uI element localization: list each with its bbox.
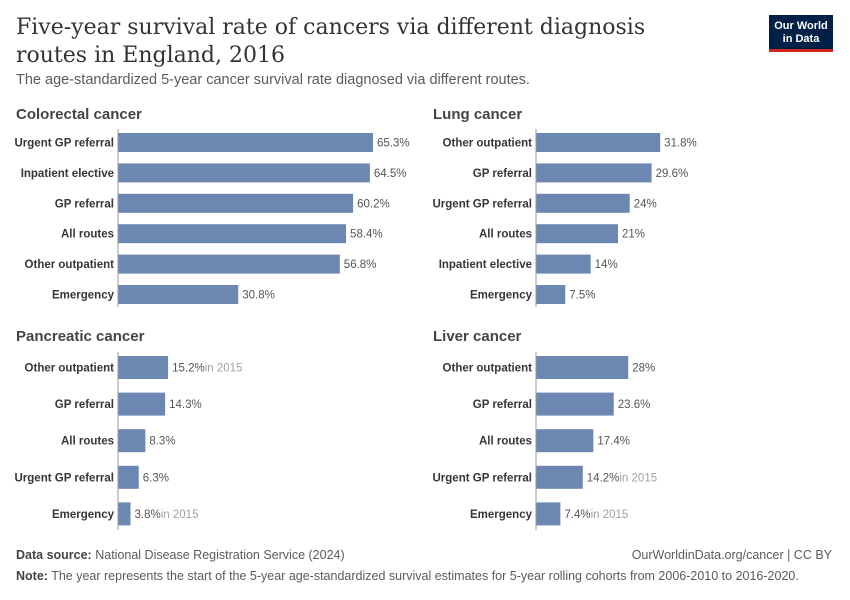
category-label: All routes <box>479 229 532 241</box>
panel-title: Liver cancer <box>433 328 522 345</box>
value-label: 14% <box>595 259 618 271</box>
category-label: Other outpatient <box>443 363 533 375</box>
category-label: Other outpatient <box>25 259 115 271</box>
source-url[interactable]: OurWorldinData.org/cancer | CC BY <box>631 548 832 562</box>
bar[interactable] <box>536 285 566 304</box>
category-label: Other outpatient <box>443 138 533 150</box>
category-label: All routes <box>61 436 114 448</box>
bar[interactable] <box>118 502 131 526</box>
value-label: 65.3% <box>377 138 410 150</box>
logo-line-1: Our World <box>774 20 828 32</box>
bar[interactable] <box>118 285 239 304</box>
note-text: The year represents the start of the 5-y… <box>51 569 799 583</box>
chart-panel-0: Colorectal cancer Urgent GP referral 65.3%… <box>15 106 410 307</box>
year-note: in 2015 <box>205 363 243 375</box>
chart-area: Colorectal cancer Urgent GP referral 65.3%… <box>15 106 697 530</box>
data-source-label: Data source: <box>16 548 92 562</box>
bar[interactable] <box>118 254 340 274</box>
bar[interactable] <box>118 392 166 416</box>
value-label: 21% <box>622 229 645 241</box>
panel-title: Colorectal cancer <box>16 106 142 123</box>
value-label: 24% <box>634 198 657 210</box>
category-label: All routes <box>479 436 532 448</box>
value-label: 56.8% <box>344 259 377 271</box>
value-label: 60.2% <box>357 198 390 210</box>
note-label: Note: <box>16 569 48 583</box>
data-source-text[interactable]: National Disease Registration Service (2… <box>95 548 345 562</box>
bar[interactable] <box>536 429 594 453</box>
value-label: 7.5% <box>569 290 595 302</box>
page-subtitle: The age-standardized 5-year cancer survi… <box>16 72 530 88</box>
category-label: GP referral <box>473 168 532 180</box>
panel-title: Pancreatic cancer <box>16 328 145 345</box>
bar[interactable] <box>118 465 139 489</box>
year-note: in 2015 <box>619 472 657 484</box>
value-label: 8.3% <box>149 436 175 448</box>
value-label: 31.8% <box>664 138 697 150</box>
category-label: GP referral <box>473 399 532 411</box>
category-label: GP referral <box>55 198 114 210</box>
value-label: 6.3% <box>143 472 169 484</box>
bar[interactable] <box>536 224 619 244</box>
value-label: 58.4% <box>350 229 383 241</box>
page-title: Five-year survival rate of cancers via d… <box>16 15 646 68</box>
bar[interactable] <box>536 502 561 526</box>
chart-panel-1: Lung cancer Other outpatient 31.8% GP refer… <box>433 106 697 307</box>
category-label: Emergency <box>52 509 115 521</box>
bar[interactable] <box>536 465 583 489</box>
owid-logo[interactable]: Our World in Data <box>769 15 833 52</box>
bar[interactable] <box>118 133 373 152</box>
category-label: All routes <box>61 229 114 241</box>
category-label: Inpatient elective <box>21 168 114 180</box>
bar[interactable] <box>536 356 629 379</box>
bar[interactable] <box>118 193 354 213</box>
category-label: GP referral <box>55 399 114 411</box>
bar[interactable] <box>118 163 370 183</box>
year-note: in 2015 <box>161 509 199 521</box>
value-label: 29.6% <box>656 168 689 180</box>
category-label: Urgent GP referral <box>15 138 115 150</box>
category-label: Emergency <box>470 509 533 521</box>
bar[interactable] <box>536 193 630 213</box>
value-label: 23.6% <box>618 399 651 411</box>
category-label: Other outpatient <box>25 363 115 375</box>
bar[interactable] <box>118 356 169 379</box>
category-label: Urgent GP referral <box>15 472 115 484</box>
bar[interactable] <box>536 254 591 274</box>
value-label: 30.8% <box>242 290 275 302</box>
value-label: 15.2% <box>172 363 205 375</box>
category-label: Urgent GP referral <box>433 472 533 484</box>
category-label: Emergency <box>52 290 115 302</box>
data-source: Data source: National Disease Registrati… <box>16 548 345 562</box>
logo-line-2: in Data <box>782 33 820 45</box>
year-note: in 2015 <box>591 509 629 521</box>
panel-title: Lung cancer <box>433 106 522 123</box>
bar[interactable] <box>118 224 347 244</box>
value-label: 28% <box>632 363 655 375</box>
category-label: Urgent GP referral <box>433 198 533 210</box>
value-label: 3.8% <box>135 509 161 521</box>
category-label: Emergency <box>470 290 533 302</box>
chart-panel-3: Liver cancer Other outpatient 28% GP referr… <box>433 328 657 530</box>
bar[interactable] <box>536 163 652 183</box>
category-label: Inpatient elective <box>439 259 532 271</box>
value-label: 64.5% <box>374 168 407 180</box>
value-label: 7.4% <box>564 509 590 521</box>
value-label: 14.3% <box>169 399 202 411</box>
footer-note: Note: The year represents the start of t… <box>16 569 799 583</box>
bar[interactable] <box>536 392 614 416</box>
bar[interactable] <box>118 429 146 453</box>
value-label: 17.4% <box>597 436 630 448</box>
bar[interactable] <box>536 133 661 152</box>
value-label: 14.2% <box>587 472 620 484</box>
